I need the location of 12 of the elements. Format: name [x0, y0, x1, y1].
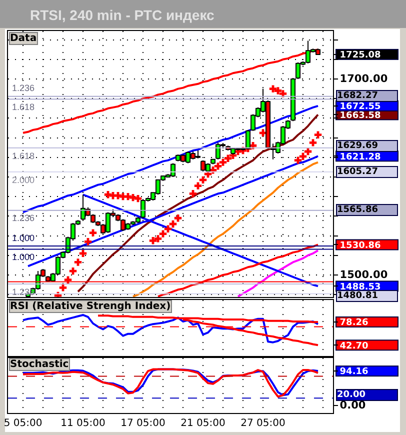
x-tick-label: 27 05:00 — [240, 418, 286, 429]
chart-title: RSI (Relative Strengh Index) — [10, 301, 171, 312]
x-tick-label: 21 05:00 — [180, 418, 226, 429]
y-tick-label: 0.00 — [340, 400, 366, 412]
x-tick-label: 5 05:00 — [4, 418, 42, 429]
y-tick-label: 42.70 — [340, 341, 368, 352]
chart-title: Stochastic — [10, 359, 69, 370]
x-tick-label: 11 05:00 — [60, 418, 106, 429]
y-tick-label: 94.16 — [340, 367, 368, 378]
x-tick-label: 17 05:00 — [120, 418, 166, 429]
ref-line-label: 20.00 — [337, 390, 366, 400]
y-tick-label: 78.26 — [340, 318, 368, 328]
